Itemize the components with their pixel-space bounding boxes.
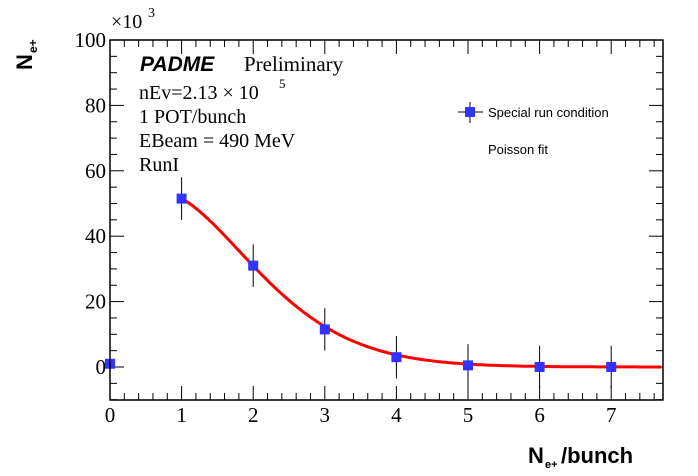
x-axis-label-sub: e+: [545, 459, 558, 471]
x-tick-label: 2: [248, 403, 259, 427]
x-tick-label: 1: [176, 403, 187, 427]
y-tick-label: 80: [85, 93, 106, 117]
experiment-label: PADME: [140, 53, 215, 76]
data-point: [391, 352, 402, 363]
pot-label: 1 POT/bunch: [139, 106, 246, 128]
data-point: [606, 362, 617, 372]
y-axis-label-sub: e+: [26, 39, 40, 53]
data-point: [248, 260, 259, 271]
y-multiplier-exp: 3: [148, 6, 155, 21]
x-axis-label: N: [528, 443, 544, 468]
data-point: [319, 324, 330, 335]
legend-marker-data: [465, 107, 475, 117]
data-point: [176, 193, 187, 204]
data-point: [534, 362, 545, 372]
y-tick-label: 0: [96, 355, 107, 379]
x-tick-label: 0: [105, 403, 116, 427]
y-tick-label: 100: [75, 28, 107, 52]
legend: Special run condition Poisson fit: [458, 102, 609, 157]
nev-label: nEv=2.13 × 10: [139, 82, 259, 104]
run-label: RunI: [139, 154, 179, 176]
x-tick-label: 3: [320, 403, 331, 427]
data-point: [463, 360, 473, 371]
x-axis-label-rest: /bunch: [561, 443, 633, 468]
x-tick-label: 4: [391, 403, 402, 427]
y-multiplier: ×10: [111, 11, 142, 33]
nev-exp: 5: [279, 76, 286, 91]
plot-frame: [109, 39, 664, 401]
y-tick-label: 20: [85, 290, 106, 314]
legend-entry-data: Special run condition: [488, 105, 609, 120]
x-tick-label: 7: [606, 403, 617, 427]
fit-curve: [180, 197, 662, 369]
ebeam-label: EBeam = 490 MeV: [139, 130, 296, 152]
x-tick-label: 6: [534, 403, 545, 427]
y-tick-label: 60: [85, 159, 106, 183]
legend-entry-fit: Poisson fit: [488, 142, 548, 157]
y-tick-label: 40: [85, 224, 106, 248]
status-label: Preliminary: [244, 52, 344, 76]
x-tick-label: 5: [463, 403, 474, 427]
y-axis-label: N: [12, 54, 37, 70]
